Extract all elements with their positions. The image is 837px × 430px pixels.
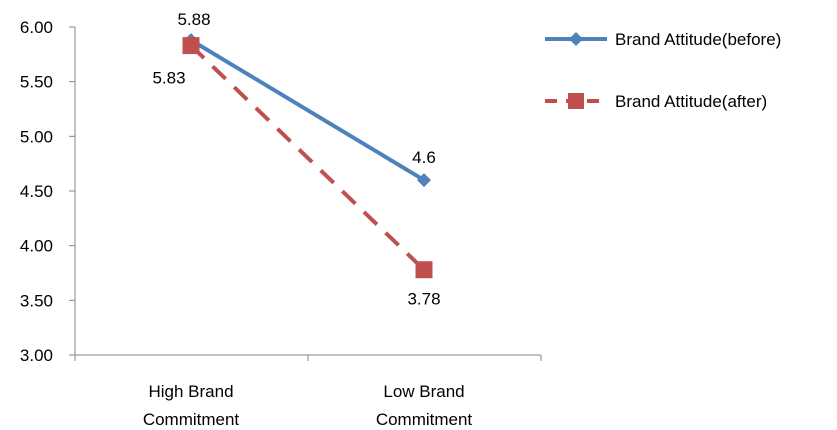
- series-line-after: [189, 44, 426, 272]
- series-lines: [189, 38, 426, 272]
- x-axis-tick-labels: High Brand Commitment Low Brand Commitment: [143, 382, 473, 429]
- data-label: 5.83: [152, 69, 185, 88]
- y-axis-tick-labels: 6.00 5.50 5.00 4.50 4.00 3.50 3.00: [20, 18, 53, 365]
- x-tick-label: High Brand Commitment: [143, 382, 240, 429]
- legend-label: Brand Attitude(after): [615, 92, 767, 111]
- data-label: 5.88: [177, 10, 210, 29]
- x-tick-label: Low Brand Commitment: [376, 382, 473, 429]
- y-tick-label: 5.50: [20, 73, 53, 92]
- series-line-before: [189, 38, 426, 182]
- y-tick-label: 3.50: [20, 291, 53, 310]
- legend-marker-square: [568, 93, 584, 109]
- y-tick-label: 6.00: [20, 18, 53, 37]
- y-tick-label: 5.00: [20, 127, 53, 146]
- marker-square: [182, 37, 200, 55]
- y-tick-label: 4.00: [20, 237, 53, 256]
- legend-marker-diamond: [569, 32, 583, 46]
- legend-item: Brand Attitude(after): [545, 92, 767, 111]
- y-tick-label: 3.00: [20, 346, 53, 365]
- data-label: 3.78: [407, 290, 440, 309]
- marker-square: [415, 261, 433, 279]
- legend: Brand Attitude(before) Brand Attitude(aft…: [545, 30, 781, 111]
- data-label: 4.6: [412, 148, 436, 167]
- marker-diamond: [417, 173, 431, 188]
- y-tick-label: 4.50: [20, 182, 53, 201]
- axes: [69, 26, 542, 361]
- legend-label: Brand Attitude(before): [615, 30, 781, 49]
- data-labels: 5.88 4.6 5.83 3.78: [152, 10, 440, 309]
- series-markers: [182, 33, 433, 279]
- legend-item: Brand Attitude(before): [545, 30, 781, 49]
